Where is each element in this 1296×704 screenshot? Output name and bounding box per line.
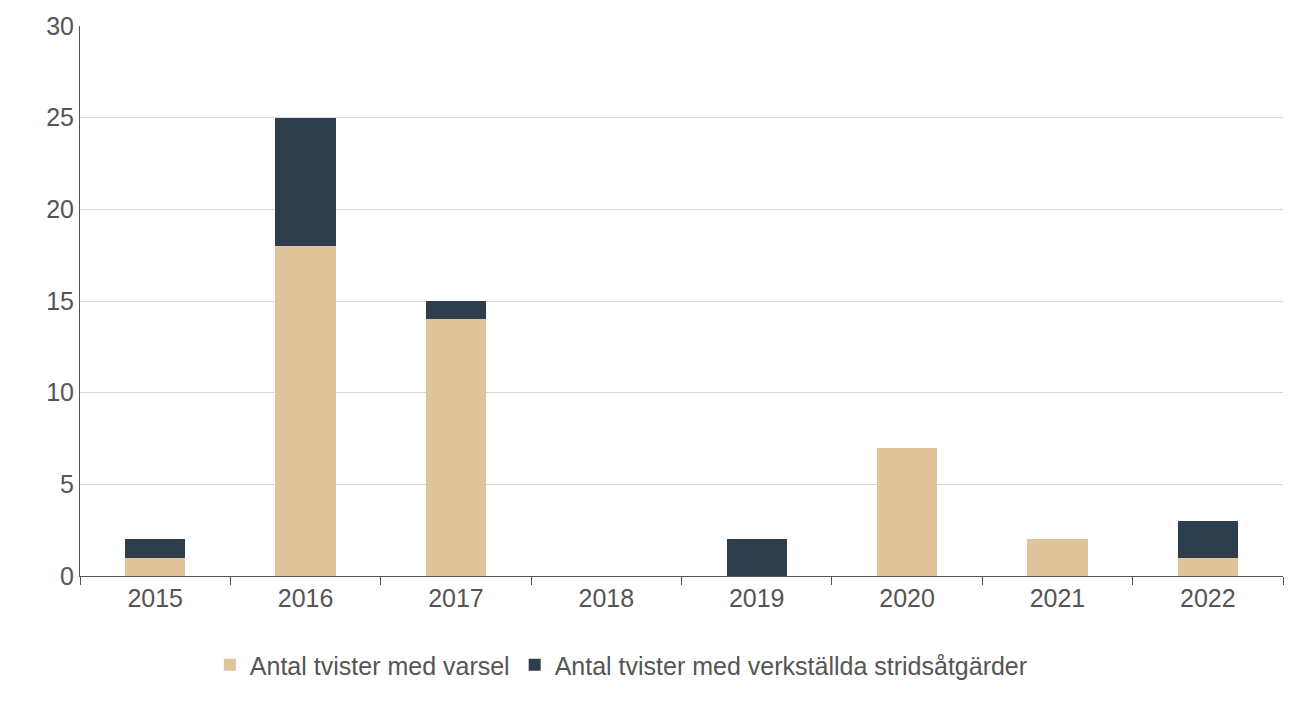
svg-text:2021: 2021 [1030, 584, 1086, 612]
svg-text:2020: 2020 [879, 584, 935, 612]
svg-text:2018: 2018 [578, 584, 634, 612]
svg-text:20: 20 [46, 195, 74, 223]
svg-text:30: 30 [46, 12, 74, 40]
svg-text:0: 0 [60, 562, 74, 590]
svg-text:10: 10 [46, 378, 74, 406]
svg-text:2015: 2015 [127, 584, 183, 612]
svg-text:Antal tvister med varsel: Antal tvister med varsel [250, 652, 510, 680]
svg-text:Antal tvister med verkställda: Antal tvister med verkställda stridsåtgä… [555, 652, 1027, 680]
svg-text:5: 5 [60, 470, 74, 498]
svg-text:2019: 2019 [729, 584, 785, 612]
svg-text:2022: 2022 [1180, 584, 1236, 612]
svg-text:25: 25 [46, 103, 74, 131]
svg-text:2017: 2017 [428, 584, 484, 612]
svg-text:2016: 2016 [278, 584, 334, 612]
svg-text:15: 15 [46, 287, 74, 315]
